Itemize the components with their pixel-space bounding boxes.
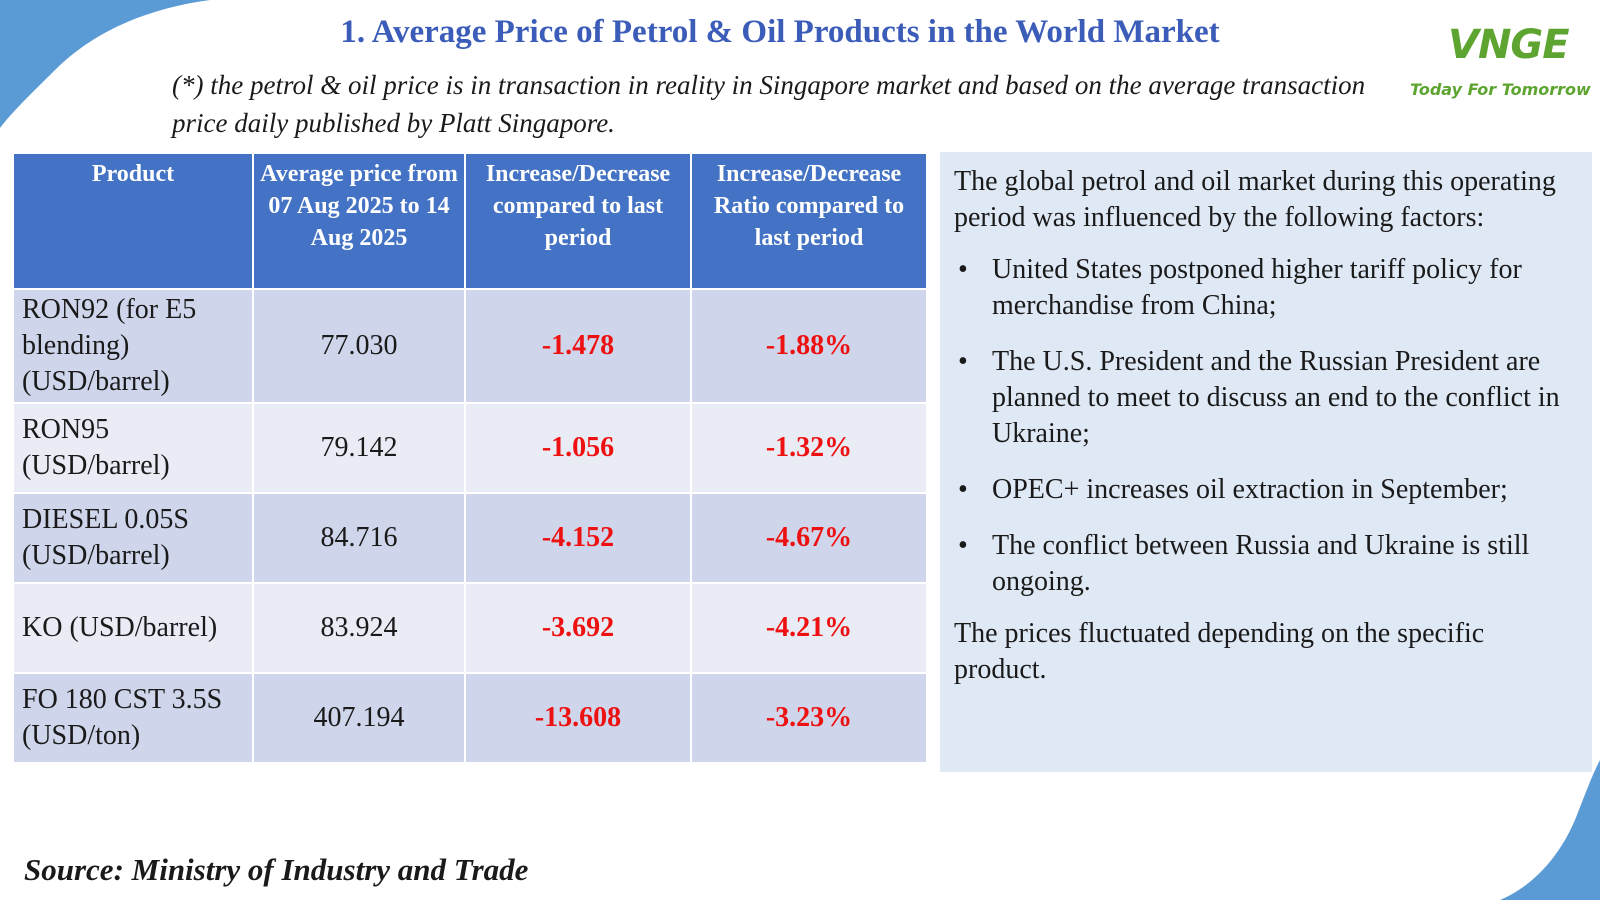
factor-text: The conflict between Russia and Ukraine … xyxy=(992,530,1530,597)
header-average-price: Average price from 07 Aug 2025 to 14 Aug… xyxy=(252,152,466,290)
panel-intro: The global petrol and oil market during … xyxy=(954,166,1556,233)
panel-closing: The prices fluctuated depending on the s… xyxy=(954,618,1485,685)
change-cell: -1.056 xyxy=(464,402,692,494)
price-cell: 79.142 xyxy=(252,402,466,494)
product-cell: RON92 (for E5 blending) (USD/barrel) xyxy=(12,288,254,404)
price-cell: 83.924 xyxy=(252,582,466,674)
logo-mark: VNGE xyxy=(1448,22,1570,68)
list-item: • The U.S. President and the Russian Pres… xyxy=(954,344,1578,452)
ratio-cell: -1.88% xyxy=(690,288,928,404)
change-cell: -4.152 xyxy=(464,492,692,584)
price-cell: 84.716 xyxy=(252,492,466,584)
ratio-cell: -4.67% xyxy=(690,492,928,584)
header-product: Product xyxy=(12,152,254,290)
list-item: • The conflict between Russia and Ukraine… xyxy=(954,528,1578,600)
list-item: • OPEC+ increases oil extraction in Septe… xyxy=(954,472,1578,508)
company-logo: VNGE Today For Tomorrow xyxy=(1408,18,1591,108)
change-cell: -3.692 xyxy=(464,582,692,674)
factor-text: The U.S. President and the Russian Presi… xyxy=(992,346,1560,449)
price-cell: 407.194 xyxy=(252,672,466,764)
bullet-icon: • xyxy=(958,530,968,561)
factor-text: OPEC+ increases oil extraction in Septem… xyxy=(992,474,1508,505)
bullet-icon: • xyxy=(958,254,968,285)
decorative-corner-top-left xyxy=(0,0,210,128)
price-note: (*) the petrol & oil price is in transac… xyxy=(172,70,1366,138)
header-change: Increase/Decrease compared to last perio… xyxy=(464,152,692,290)
change-cell: -1.478 xyxy=(464,288,692,404)
product-cell: DIESEL 0.05S (USD/barrel) xyxy=(12,492,254,584)
list-item: • United States postponed higher tariff p… xyxy=(954,252,1578,324)
table-row: RON92 (for E5 blending) (USD/barrel) 77.… xyxy=(12,288,928,404)
product-cell: FO 180 CST 3.5S (USD/ton) xyxy=(12,672,254,764)
decorative-corner-bottom-right xyxy=(1500,760,1600,900)
page-title: 1. Average Price of Petrol & Oil Product… xyxy=(340,14,1220,50)
ratio-cell: -1.32% xyxy=(690,402,928,494)
source-citation: Source: Ministry of Industry and Trade xyxy=(24,852,529,887)
bullet-icon: • xyxy=(958,474,968,505)
price-table: Product Average price from 07 Aug 2025 t… xyxy=(12,152,928,764)
factor-text: United States postponed higher tariff po… xyxy=(992,254,1522,321)
header-change-ratio: Increase/Decrease Ratio compared to last… xyxy=(690,152,928,290)
table-header-row: Product Average price from 07 Aug 2025 t… xyxy=(12,152,928,290)
factor-list: • United States postponed higher tariff p… xyxy=(954,252,1578,600)
table-row: KO (USD/barrel) 83.924 -3.692 -4.21% xyxy=(12,582,928,674)
price-cell: 77.030 xyxy=(252,288,466,404)
logo-tagline: Today For Tomorrow xyxy=(1410,80,1591,99)
change-cell: -13.608 xyxy=(464,672,692,764)
ratio-cell: -3.23% xyxy=(690,672,928,764)
ratio-cell: -4.21% xyxy=(690,582,928,674)
product-cell: KO (USD/barrel) xyxy=(12,582,254,674)
market-factors-panel: The global petrol and oil market during … xyxy=(940,152,1592,772)
table-row: DIESEL 0.05S (USD/barrel) 84.716 -4.152 … xyxy=(12,492,928,584)
product-cell: RON95 (USD/barrel) xyxy=(12,402,254,494)
table-row: RON95 (USD/barrel) 79.142 -1.056 -1.32% xyxy=(12,402,928,494)
bullet-icon: • xyxy=(958,346,968,377)
table-row: FO 180 CST 3.5S (USD/ton) 407.194 -13.60… xyxy=(12,672,928,764)
